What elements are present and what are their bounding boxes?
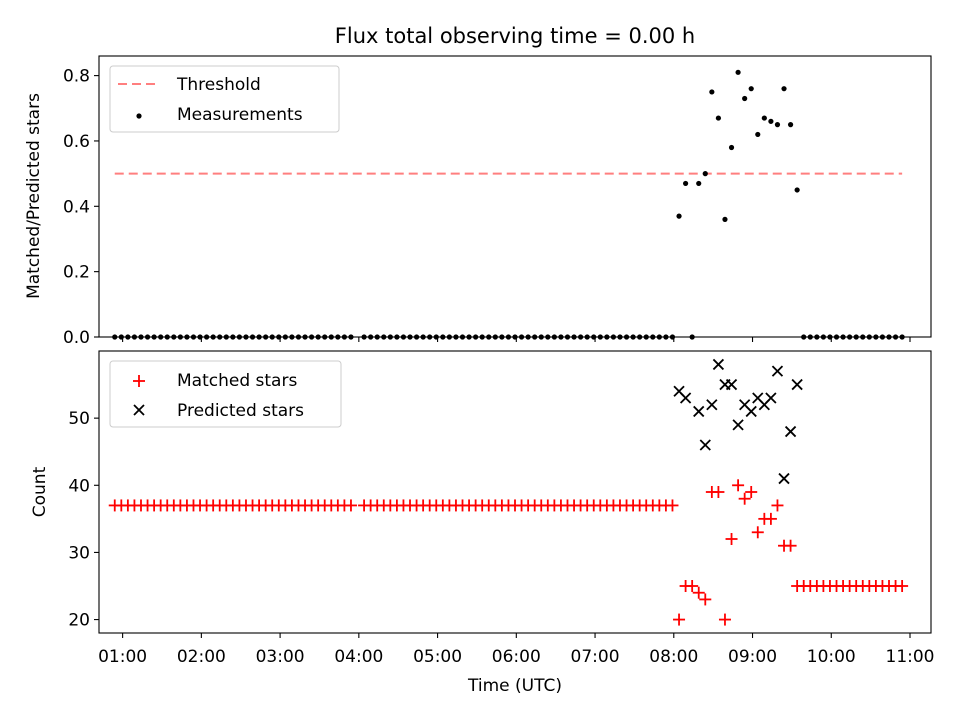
measurement-point — [696, 180, 702, 187]
measurement-point — [722, 216, 728, 222]
matched-star-point — [771, 499, 784, 512]
x-tick-label: 08:00 — [649, 647, 698, 667]
top-y-tick-label: 0.2 — [63, 263, 90, 283]
legend-matched-swatch — [133, 375, 145, 387]
x-tick-label: 02:00 — [177, 647, 226, 667]
measurement-point — [768, 118, 774, 124]
measurement-point — [735, 69, 741, 75]
legend-predicted-label: Predicted stars — [177, 401, 304, 421]
x-tick-label: 07:00 — [571, 647, 620, 667]
top-legend-frame — [109, 65, 340, 133]
bottom-axes-frame — [98, 350, 932, 634]
legend-measurements-swatch — [136, 113, 142, 119]
matched-star-point — [738, 492, 751, 505]
top-legend: Threshold Measurements — [109, 65, 340, 133]
matched-star-point — [764, 512, 777, 525]
matched-star-point — [745, 486, 758, 498]
matched-star-point — [666, 499, 679, 512]
measurement-point — [781, 86, 787, 92]
matched-star-point — [896, 580, 909, 592]
bottom-y-tick-label: 20 — [68, 611, 90, 631]
bottom-legend: Matched stars Predicted stars — [109, 360, 342, 428]
matched-star-point — [692, 586, 705, 599]
bottom-y-ticks: 20 30 40 50 — [68, 409, 99, 631]
matched-star-point — [699, 593, 712, 606]
matched-star-point — [718, 613, 731, 626]
bottom-y-axis-label: Count — [30, 466, 50, 517]
top-y-axis-label: Matched/Predicted stars — [24, 93, 44, 299]
measurement-point — [709, 89, 715, 95]
predicted-star-point — [745, 405, 757, 418]
measurement-point — [787, 122, 794, 128]
top-y-tick-label: 0.8 — [63, 67, 90, 87]
predicted-star-point — [693, 405, 705, 418]
measurement-point — [728, 144, 735, 151]
top-y-tick-label: 0.6 — [63, 132, 90, 152]
matched-star-point — [732, 479, 745, 492]
x-tick-label: 01:00 — [98, 647, 147, 667]
bottom-y-tick-label: 40 — [68, 476, 90, 496]
x-tick-label: 05:00 — [413, 647, 462, 667]
bottom-x-ticks: 01:00 02:00 03:00 04:00 05:00 06:00 07:00 08:00… — [98, 633, 935, 667]
bottom-y-tick-label: 30 — [68, 543, 90, 563]
top-axes-frame — [98, 55, 932, 338]
measurement-point — [774, 122, 781, 128]
predicted-star-point — [784, 425, 797, 438]
predicted-star-point — [771, 365, 784, 377]
predicted-star-point — [706, 399, 718, 411]
measurement-point — [794, 187, 800, 193]
measurement-point — [676, 213, 682, 219]
predicted-star-point — [765, 392, 777, 404]
bottom-y-tick-label: 50 — [68, 409, 90, 429]
measurement-point — [702, 171, 708, 177]
predicted-star-point — [679, 392, 692, 404]
predicted-star-point — [712, 358, 725, 371]
top-x-ticks — [122, 337, 911, 342]
legend-matched-label: Matched stars — [177, 371, 297, 391]
x-tick-label: 10:00 — [807, 647, 856, 667]
chart-title: Flux total observing time = 0.00 h — [335, 24, 695, 48]
matched-star-point — [344, 499, 357, 512]
x-axis-label: Time (UTC) — [467, 676, 562, 696]
matched-star-point — [784, 539, 797, 552]
predicted-star-point — [778, 472, 790, 485]
matched-star-point — [712, 486, 725, 498]
matched-star-point — [725, 533, 738, 545]
legend-predicted-swatch — [133, 404, 145, 416]
measurement-point — [748, 86, 754, 92]
top-y-tick-label: 0.0 — [63, 328, 90, 348]
bottom-marks — [108, 358, 909, 626]
x-tick-label: 11:00 — [886, 647, 935, 667]
x-tick-label: 04:00 — [334, 647, 383, 667]
measurement-point — [755, 131, 761, 138]
predicted-star-point — [732, 419, 744, 431]
top-y-tick-label: 0.4 — [63, 197, 90, 217]
legend-measurements-label: Measurements — [177, 105, 303, 125]
matched-star-point — [751, 526, 764, 539]
top-panel: 0.00.20.40.60.8 Matched/Predicted stars … — [24, 55, 932, 348]
measurement-point — [742, 95, 748, 102]
top-y-ticks: 0.0 0.2 0.4 0.6 0.8 — [63, 67, 99, 348]
predicted-star-point — [699, 439, 711, 451]
x-tick-label: 03:00 — [256, 647, 305, 667]
x-tick-label: 06:00 — [492, 647, 541, 667]
matched-star-point — [686, 580, 699, 592]
legend-threshold-label: Threshold — [176, 75, 261, 95]
predicted-star-point — [725, 378, 738, 391]
predicted-star-point — [791, 378, 803, 391]
x-tick-label: 09:00 — [728, 647, 777, 667]
matched-star-point — [673, 613, 686, 626]
measurement-point — [682, 180, 689, 187]
bottom-legend-frame — [109, 360, 342, 428]
measurement-point — [715, 115, 722, 121]
top-marks — [112, 69, 905, 340]
measurement-point — [761, 115, 767, 121]
